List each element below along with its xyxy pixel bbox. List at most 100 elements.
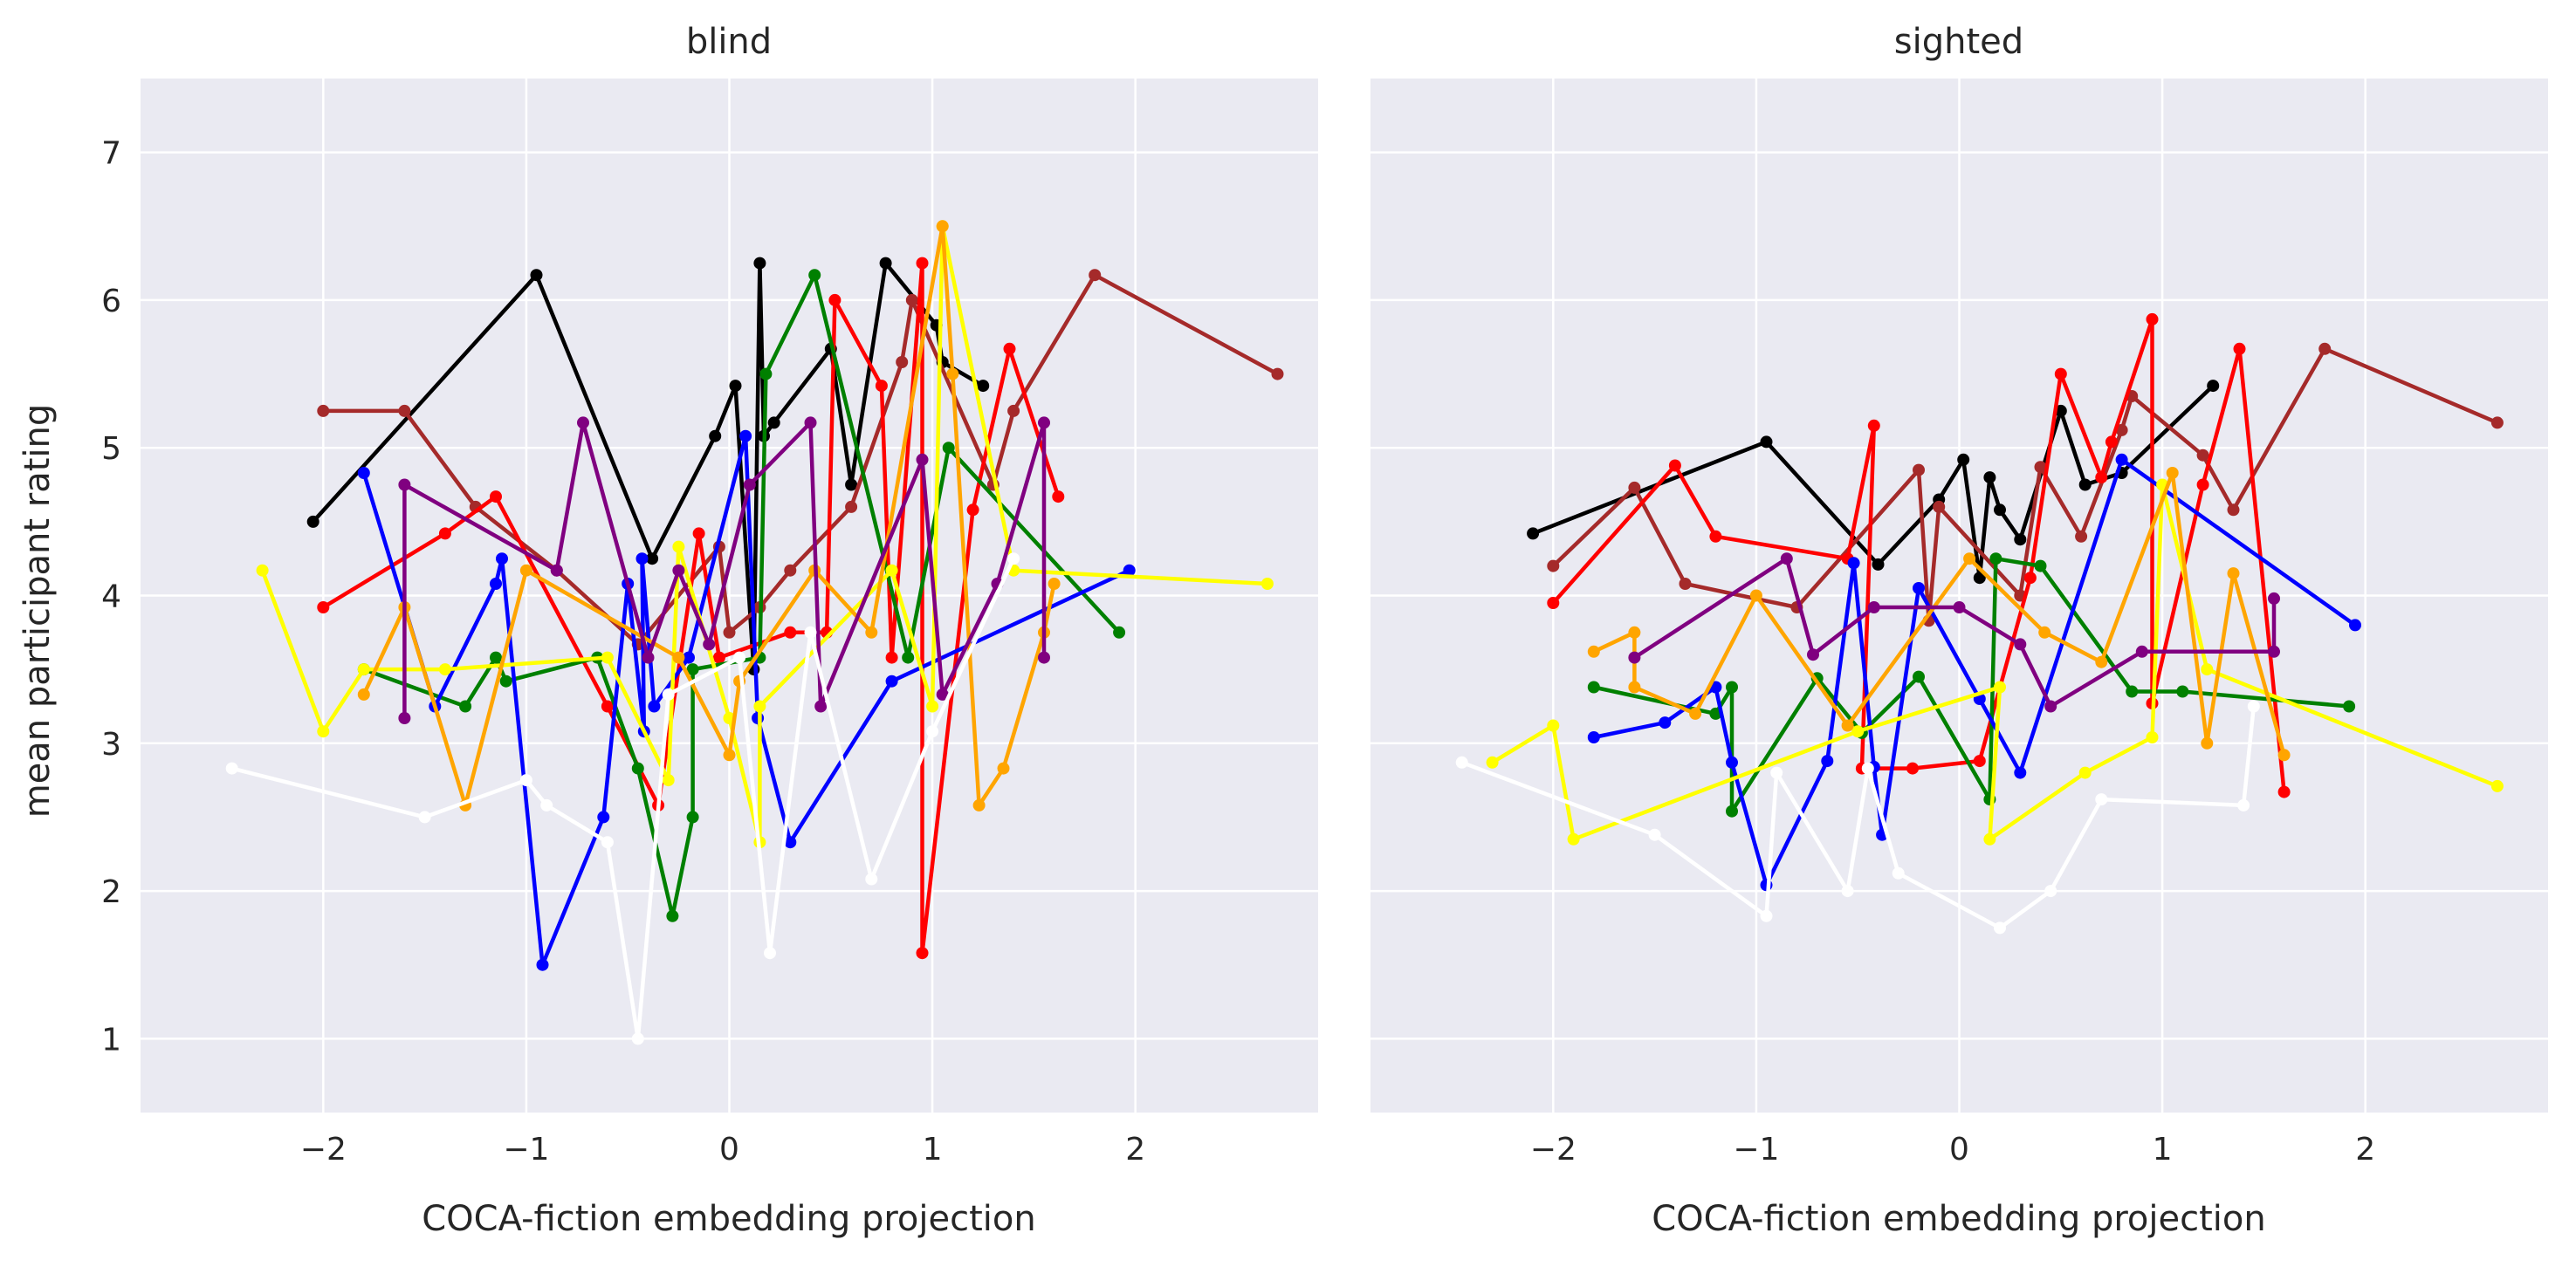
- data-point: [845, 478, 858, 491]
- y-tick-label: 4: [101, 579, 121, 615]
- series-path: [1593, 457, 2357, 887]
- data-point: [2196, 449, 2209, 462]
- grid: [141, 79, 1318, 1113]
- series-line: [1455, 700, 2260, 935]
- data-point: [966, 503, 979, 517]
- data-point: [306, 515, 319, 528]
- data-point: [2268, 645, 2280, 658]
- series-path: [1633, 556, 2277, 709]
- data-point: [977, 380, 990, 393]
- data-point: [1749, 589, 1762, 602]
- data-point: [496, 552, 508, 565]
- data-point: [2227, 503, 2240, 517]
- data-point: [808, 269, 821, 282]
- data-point: [2054, 367, 2067, 380]
- data-point: [1726, 805, 1738, 818]
- x-tick-label: −1: [503, 1132, 549, 1168]
- x-axis-label: COCA-fiction embedding projection: [422, 1199, 1035, 1239]
- data-point: [739, 429, 752, 442]
- data-point: [784, 836, 797, 849]
- data-point: [398, 712, 411, 724]
- data-point: [997, 762, 1010, 775]
- data-point: [1913, 463, 1925, 476]
- data-point: [828, 293, 841, 306]
- series-line: [256, 220, 1274, 849]
- data-point: [1271, 367, 1284, 380]
- data-point: [2146, 312, 2159, 325]
- data-point: [1913, 670, 1925, 683]
- data-point: [2054, 404, 2067, 417]
- data-point: [1847, 557, 1860, 570]
- data-point: [2115, 453, 2128, 466]
- data-point: [1123, 564, 1136, 577]
- data-point: [1567, 832, 1580, 846]
- data-point: [666, 909, 679, 922]
- data-point: [916, 947, 929, 960]
- data-point: [1587, 731, 1600, 743]
- data-point: [916, 453, 929, 466]
- series-path: [1460, 706, 2257, 930]
- data-point: [926, 725, 939, 738]
- data-point: [1052, 490, 1065, 503]
- data-point: [767, 416, 780, 429]
- series-line: [317, 257, 1065, 960]
- series-line: [1587, 467, 2291, 762]
- data-point: [1547, 719, 1560, 732]
- data-point: [784, 564, 797, 577]
- data-point: [1989, 552, 2002, 565]
- data-point: [2075, 530, 2088, 543]
- data-point: [759, 367, 773, 380]
- data-point: [2490, 416, 2504, 429]
- data-point: [1003, 342, 1016, 355]
- panel-blind: blind −2 −1 0 1 2 1 2 3 4 5 6 7 COCA-fiction embed…: [101, 22, 1318, 1239]
- data-point: [2349, 619, 2361, 632]
- x-tick-label: −2: [1530, 1132, 1577, 1168]
- y-tick-labels: 1 2 3 4 5 6 7: [101, 136, 121, 1058]
- data-point: [942, 442, 955, 455]
- data-point: [631, 1032, 644, 1045]
- data-point: [875, 380, 888, 393]
- x-tick-label: 2: [2355, 1132, 2375, 1168]
- data-point: [2078, 766, 2092, 779]
- data-point: [2044, 700, 2057, 713]
- data-point: [1689, 707, 1702, 720]
- data-point: [804, 416, 817, 429]
- data-point: [1668, 459, 1681, 472]
- data-point: [1807, 648, 1819, 661]
- data-point: [642, 651, 655, 664]
- data-point: [703, 638, 716, 651]
- data-point: [2078, 478, 2092, 491]
- data-point: [764, 947, 776, 960]
- data-point: [885, 651, 898, 664]
- data-point: [672, 651, 685, 664]
- data-point: [646, 552, 659, 565]
- data-point: [438, 663, 451, 676]
- panel-title: blind: [686, 22, 772, 62]
- data-point: [1628, 626, 1641, 639]
- data-point: [1587, 645, 1600, 658]
- data-point: [490, 490, 502, 503]
- data-point: [1821, 755, 1834, 768]
- data-point: [1906, 762, 1919, 775]
- data-point: [398, 404, 411, 417]
- data-point: [1261, 578, 1274, 590]
- data-point: [1038, 416, 1050, 429]
- data-point: [672, 564, 685, 577]
- data-point: [1770, 766, 1783, 779]
- data-point: [1841, 885, 1854, 898]
- data-point: [1983, 471, 1996, 484]
- x-tick-label: 2: [1125, 1132, 1145, 1168]
- data-point: [1892, 866, 1905, 880]
- data-point: [2318, 342, 2332, 355]
- data-point: [1679, 578, 1692, 590]
- y-tick-label: 2: [101, 874, 121, 910]
- data-point: [490, 578, 502, 590]
- data-point: [2277, 785, 2291, 798]
- series-line: [1527, 380, 2220, 585]
- data-point: [1628, 651, 1641, 664]
- data-point: [1587, 681, 1600, 694]
- data-point: [936, 220, 949, 233]
- data-point: [2105, 435, 2118, 449]
- data-point: [2014, 766, 2027, 779]
